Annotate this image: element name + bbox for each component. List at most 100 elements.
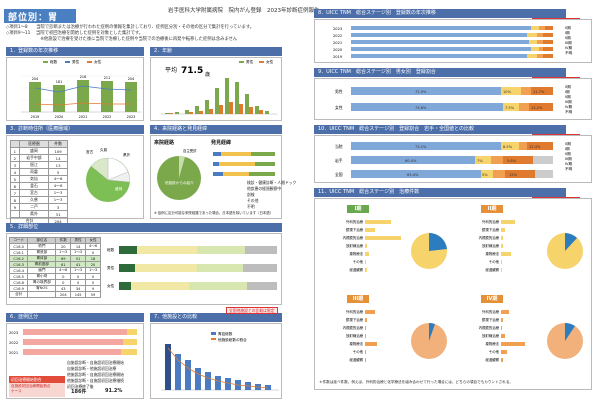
bar-2023	[125, 82, 137, 112]
seg-label: 73.6%	[415, 106, 427, 110]
item-label: 放射線治療	[482, 243, 500, 248]
item-label: 外科的治療	[346, 309, 364, 314]
x-tick: 2019	[31, 115, 40, 119]
legend-item: 自施設診断・自施設初回治療開始	[67, 360, 124, 365]
seg-label: 13.2%	[531, 106, 543, 110]
bar-2019	[29, 82, 41, 112]
item-label: 鏡視下治療	[346, 317, 364, 322]
table-cell: 2	[10, 154, 20, 162]
table-row: 6 釜石 4〜6	[10, 182, 68, 190]
legend-label: 総数	[50, 59, 58, 64]
table-cell: 14	[48, 154, 68, 162]
bar-2022	[101, 81, 113, 112]
item-label: 内視鏡的治療	[343, 235, 364, 240]
stage1-chart: 外科的治療 鏡視下治療 内視鏡的治療 放射線治療 薬物療法 その他 経過観察	[343, 219, 447, 272]
row-label: 男性	[335, 89, 343, 94]
legend-item: 初回治療終了後	[67, 384, 94, 389]
note-line: ※他施設で治療を受けた後に当院で治療した症例や当院での治療後に再発や転移した症例…	[6, 37, 238, 42]
item-label: 鏡視下治療	[482, 227, 500, 232]
seg-label: 63.4%	[407, 173, 419, 177]
row-label: 全国	[335, 172, 343, 177]
legend-item: 他施設診断・自施設初回治療継続	[67, 378, 124, 383]
table-row: C16.1 胃底部 1〜3 1〜3 0	[8, 249, 101, 256]
seg-label: 8.5%	[503, 145, 513, 149]
regional-stage-panel: 当院 岩手 全国 73.2% 8.5% 12.4% 60.4% 7% 5.8% …	[314, 135, 592, 183]
box-sub-text: ケース	[11, 389, 22, 393]
table-cell: 109	[48, 147, 68, 155]
pie-label: 宮古	[86, 149, 94, 154]
legend-label: 胃癌総数	[218, 331, 233, 336]
total-cell: 204	[55, 291, 72, 298]
legend-item: 剖検	[247, 192, 255, 197]
table-row: 7 宮古 1〜3	[10, 189, 68, 197]
age-chart: 平均 71.5 歳 男性 女性	[150, 57, 282, 121]
x-tick: 2023	[127, 115, 136, 119]
legend-label: 0期	[565, 25, 571, 30]
legend-label: 女性	[94, 59, 102, 64]
male-line	[34, 85, 132, 93]
bar-label: 男性	[107, 265, 115, 270]
item-label: 内視鏡的治療	[479, 235, 500, 240]
subsite-panel: コード 部位名 件数 男性 女性 C16.0 噴門 20 14 4〜6 C16.1 胃底部 1〜3 1〜…	[6, 233, 282, 305]
total-cell	[27, 291, 57, 298]
table-row: 2 岩手中部 14	[10, 154, 68, 162]
total-cell: 145	[70, 291, 87, 298]
comparison-panel: 胃癌総数 他施設総数の割合	[150, 323, 282, 399]
seg-label: 73.2%	[415, 145, 427, 149]
table-cell: 1〜3	[48, 196, 68, 204]
bar-value: 204	[32, 77, 38, 81]
table-row: 9 二戸 3	[10, 203, 68, 211]
stage3-chart: 外科的治療 鏡視下治療 内視鏡的治療 放射線治療 薬物療法 その他 経過観察	[343, 309, 447, 362]
bar-value: 204	[128, 77, 134, 81]
table-cell: 3	[10, 161, 20, 169]
treatment-panel: I期 外科的治療 鏡視下治療 内視鏡的治療 放射線治療 薬物療法 その他 経過観…	[314, 198, 592, 390]
page-title: 部位別：胃	[4, 9, 76, 23]
seg-label: 12%	[509, 173, 518, 177]
bar-value: 211	[104, 76, 110, 80]
panel-title: 5．詳細部位	[6, 223, 282, 232]
seg-label: 10%	[503, 90, 512, 94]
legend-item: その他	[247, 198, 259, 203]
year-label: 2021	[333, 41, 342, 45]
row-label: 女性	[335, 105, 343, 110]
route-title: 来院経路	[154, 140, 175, 146]
table-cell: 31	[48, 210, 68, 218]
legend-label: 0期	[565, 84, 571, 89]
legend-label: 女性	[266, 59, 274, 64]
table-cell: 1〜3	[48, 189, 68, 197]
item-label: 経過観察	[485, 357, 499, 362]
bar-value: 181	[56, 80, 62, 84]
legend-label: I期	[565, 146, 570, 151]
age-svg: 平均 71.5 歳 男性 女性	[161, 59, 277, 115]
pie-label: 県外	[123, 152, 131, 157]
seg-label: 12.4%	[529, 145, 541, 149]
stage-label: IV期	[481, 295, 503, 303]
legend-label: 他施設総数の割合	[218, 337, 247, 342]
seg-label: 72.9%	[415, 90, 427, 94]
stage-trend-panel: 2023 2022 2021 2020 2019 0期 I期 II期 III期 …	[314, 19, 592, 63]
item-label: 放射線治療	[346, 333, 364, 338]
header-notes: ◇項目1〜8 当院で診断または治療が行われた症例の情報を集計しており、症例区分別…	[6, 25, 306, 43]
bar-2020	[53, 85, 65, 112]
stage-label: III期	[347, 295, 369, 303]
panel-title: 7．他施設との比較	[150, 313, 282, 322]
table-row: 県外 31	[10, 210, 68, 218]
box-label: 自施設初回治療開始割合 ケース	[9, 383, 65, 397]
table-cell: 4〜6	[48, 182, 68, 190]
year-label: 2023	[333, 27, 342, 31]
discovery-bars	[213, 152, 275, 176]
legend-label: 不明	[565, 167, 573, 171]
stage-label: II期	[481, 205, 503, 213]
legend-label: IV期	[565, 45, 573, 50]
note-line: ◇項目9〜11 当院で初回治療を開始した症例を対象とした集計です。	[6, 31, 144, 36]
table-cell: 8	[10, 196, 20, 204]
route-panel: 来院経路 発見経緯 他施設からの紹介 自主受診 検診・健康診断・人間ドック 他疾…	[150, 135, 296, 219]
discovery-title: 発見経緯	[211, 140, 232, 146]
panel-title: 4．来院経路と発見経緯	[150, 125, 282, 134]
seg-label: 5%	[482, 173, 488, 177]
seg-label: 7.5%	[505, 106, 515, 110]
footnote: ※ 症例に区分可能な来院経路であった場合、日本語を除いています（日本語）	[154, 211, 274, 215]
panel-title: 11．UICC TNM 総合ステージ別 治療件数	[314, 188, 566, 197]
table-cell: 釜石	[18, 182, 50, 190]
table-row: 3 胆江 13	[10, 161, 68, 169]
